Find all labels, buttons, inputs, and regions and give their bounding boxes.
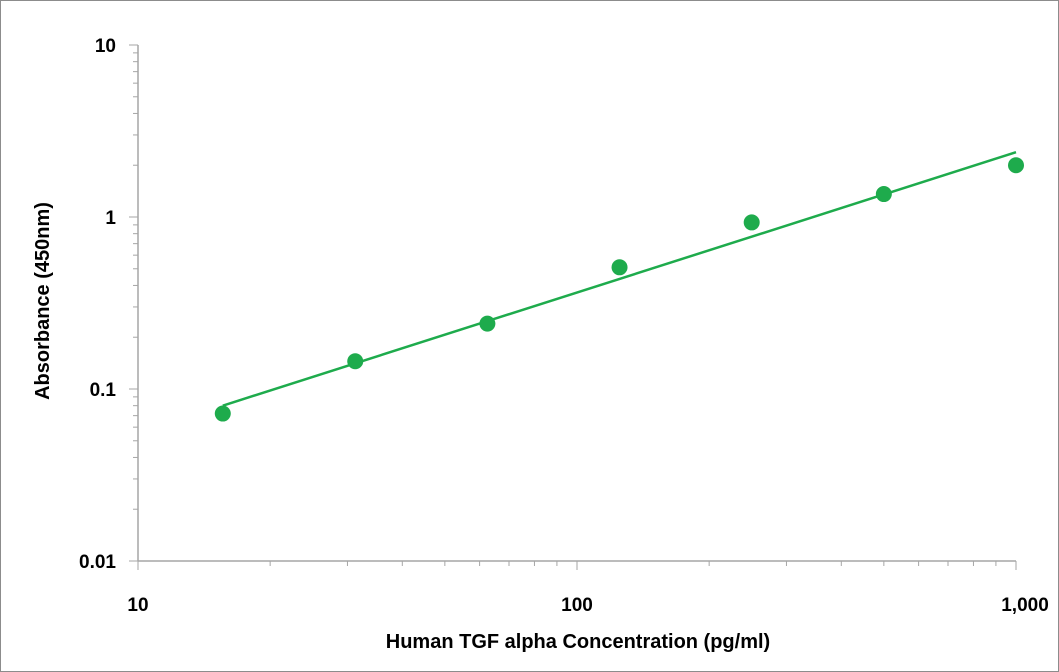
data-point (215, 406, 231, 422)
y-tick-label: 1 (105, 208, 116, 229)
data-point (612, 259, 628, 275)
y-tick-label: 0.1 (90, 380, 117, 401)
data-point (1008, 157, 1024, 173)
y-tick-label: 10 (95, 36, 116, 57)
x-tick-label: 10 (127, 595, 148, 616)
data-point (876, 186, 892, 202)
axes (129, 45, 1016, 570)
y-tick-label: 0.01 (79, 552, 116, 573)
y-axis-title: Absorbance (450nm) (32, 202, 54, 400)
data-point (347, 353, 363, 369)
data-points (215, 157, 1024, 421)
tick-labels: 0.01 0.1 1 10 10 100 1,000 (79, 36, 1049, 616)
trendline-group (223, 152, 1016, 405)
x-axis-title: Human TGF alpha Concentration (pg/ml) (386, 631, 770, 653)
data-point (744, 214, 760, 230)
x-tick-label: 1,000 (1001, 595, 1049, 616)
x-tick-label: 100 (561, 595, 593, 616)
data-point (479, 316, 495, 332)
trendline (223, 152, 1016, 405)
